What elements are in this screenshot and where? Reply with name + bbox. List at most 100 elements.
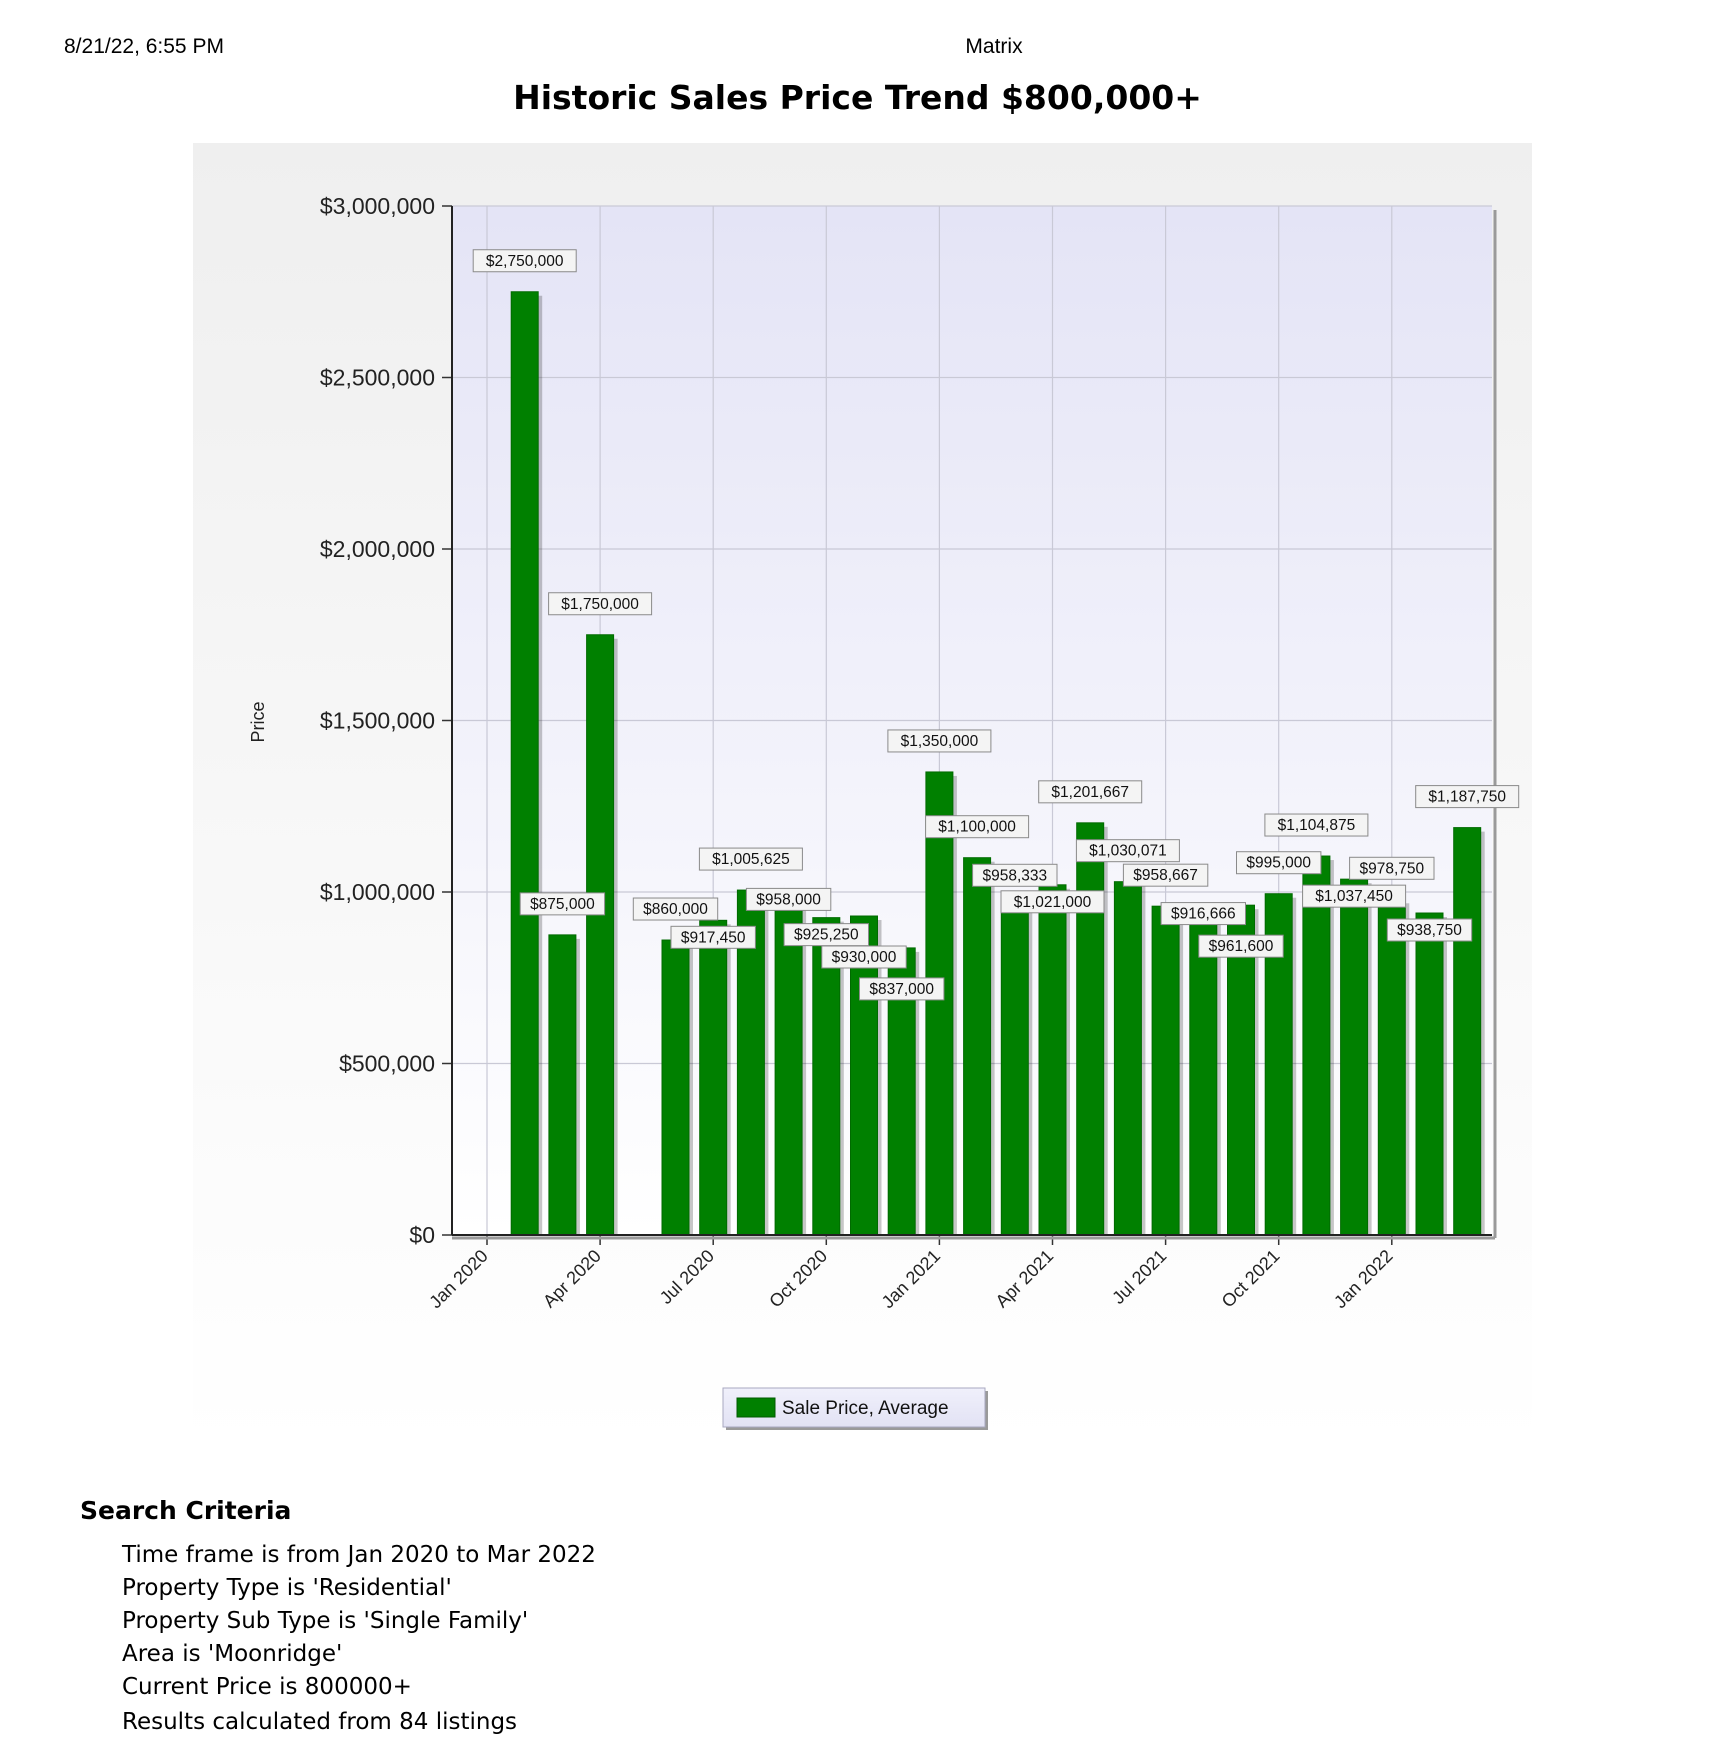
bar <box>699 919 728 1236</box>
legend: Sale Price, Average <box>722 1387 988 1430</box>
data-label-text: $1,037,450 <box>1315 888 1393 905</box>
data-label-text: $930,000 <box>832 949 897 966</box>
data-label-box <box>632 897 719 921</box>
data-label-box <box>1349 856 1435 880</box>
data-label: $930,000 <box>821 945 907 969</box>
data-label-text: $916,666 <box>1171 906 1236 923</box>
data-label-box <box>1302 884 1407 908</box>
data-label-box <box>821 945 907 969</box>
data-label-text: $837,000 <box>869 981 934 998</box>
y-axis-title: Price <box>248 701 268 742</box>
search-criteria-section: Search Criteria Time frame is from Jan 2… <box>80 1496 596 1739</box>
bar <box>661 939 690 1236</box>
data-label-box <box>1000 890 1105 914</box>
data-label: $1,104,875 <box>1264 813 1369 837</box>
data-label: $916,666 <box>1160 902 1246 926</box>
data-label: $1,021,000 <box>1000 890 1105 914</box>
results-note: Results calculated from 84 listings <box>122 1709 518 1735</box>
data-label-text: $860,000 <box>643 901 708 918</box>
data-label-text: $995,000 <box>1246 855 1311 872</box>
data-label: $1,750,000 <box>548 592 653 616</box>
bar <box>1415 912 1444 1236</box>
sales-price-chart: $0 $500,000 $1,000,000 $1,500,000 $2,000,000… <box>193 143 1532 1448</box>
data-label-box <box>698 847 803 871</box>
data-label: $995,000 <box>1236 851 1322 875</box>
search-criteria-heading: Search Criteria <box>80 1496 292 1525</box>
data-label-box <box>972 863 1058 887</box>
data-label-box <box>1386 918 1473 942</box>
y-tick-label: $0 <box>409 1222 435 1248</box>
data-label-text: $958,333 <box>982 867 1047 884</box>
bar <box>1302 855 1331 1236</box>
data-label-text: $1,104,875 <box>1278 817 1356 834</box>
bar <box>1377 898 1406 1236</box>
bar <box>1113 881 1142 1236</box>
data-label: $961,600 <box>1198 934 1284 958</box>
data-label: $978,750 <box>1349 856 1435 880</box>
bar <box>1453 827 1482 1236</box>
data-label: $1,037,450 <box>1302 884 1407 908</box>
bar <box>850 915 878 1236</box>
data-label-text: $1,201,667 <box>1051 784 1129 801</box>
bar <box>1189 920 1218 1236</box>
data-label-text: $917,450 <box>681 929 746 946</box>
data-label: $958,667 <box>1122 863 1209 887</box>
data-label: $1,100,000 <box>925 815 1030 839</box>
data-label: $917,450 <box>670 925 756 949</box>
bar <box>1000 905 1029 1236</box>
data-label-text: $1,021,000 <box>1014 894 1092 911</box>
data-label-box <box>1122 863 1209 887</box>
data-label-box <box>859 977 945 1001</box>
bar <box>1340 878 1369 1236</box>
legend-swatch <box>736 1397 776 1418</box>
criteria-item: Area is 'Moonridge' <box>122 1641 343 1667</box>
data-label: $1,030,071 <box>1075 839 1180 863</box>
y-tick-label: $1,000,000 <box>320 879 435 905</box>
data-label-text: $958,000 <box>756 891 821 908</box>
data-label-text: $958,667 <box>1133 867 1198 884</box>
data-label-text: $1,100,000 <box>938 819 1016 836</box>
print-date: 8/21/22, 6:55 PM <box>64 35 224 58</box>
data-label: $925,250 <box>783 923 869 947</box>
bar <box>586 634 615 1236</box>
legend-label: Sale Price, Average <box>782 1398 949 1419</box>
data-label: $1,005,625 <box>698 847 803 871</box>
data-label-box <box>519 892 606 916</box>
data-label-text: $925,250 <box>794 927 859 944</box>
data-label-text: $1,030,071 <box>1089 843 1167 860</box>
data-label-text: $1,005,625 <box>712 851 790 868</box>
data-label-box <box>1415 785 1520 809</box>
criteria-item: Property Sub Type is 'Single Family' <box>122 1608 529 1634</box>
data-label-text: $961,600 <box>1209 938 1274 955</box>
bar <box>510 291 539 1236</box>
bar <box>963 857 992 1236</box>
y-tick-label: $500,000 <box>339 1051 435 1077</box>
data-label: $958,333 <box>972 863 1058 887</box>
criteria-list: Time frame is from Jan 2020 to Mar 2022 … <box>80 1539 596 1704</box>
criteria-item: Property Type is 'Residential' <box>122 1575 452 1601</box>
data-label-box <box>670 925 756 949</box>
data-label: $1,350,000 <box>887 729 992 753</box>
report-title: Historic Sales Price Trend $800,000+ <box>513 78 1202 117</box>
criteria-item: Current Price is 800000+ <box>122 1674 412 1700</box>
data-label-box <box>472 249 577 273</box>
y-tick-label: $1,500,000 <box>320 708 435 734</box>
bar <box>774 905 803 1236</box>
data-label: $1,201,667 <box>1038 780 1143 804</box>
data-label-text: $978,750 <box>1359 860 1424 877</box>
data-label: $2,750,000 <box>472 249 577 273</box>
data-label: $1,187,750 <box>1415 785 1520 809</box>
data-label: $958,000 <box>745 887 832 911</box>
y-tick-label: $2,500,000 <box>320 365 435 391</box>
print-app-name: Matrix <box>965 35 1023 58</box>
data-label: $875,000 <box>519 892 606 916</box>
data-label-box <box>1264 813 1369 837</box>
data-label-box <box>887 729 992 753</box>
data-label-text: $938,750 <box>1397 922 1462 939</box>
data-label-box <box>1038 780 1143 804</box>
data-label-text: $1,350,000 <box>901 733 979 750</box>
data-label-box <box>1236 851 1322 875</box>
data-label-text: $1,750,000 <box>561 596 639 613</box>
data-label-box <box>1160 902 1246 926</box>
y-tick-label: $2,000,000 <box>320 536 435 562</box>
